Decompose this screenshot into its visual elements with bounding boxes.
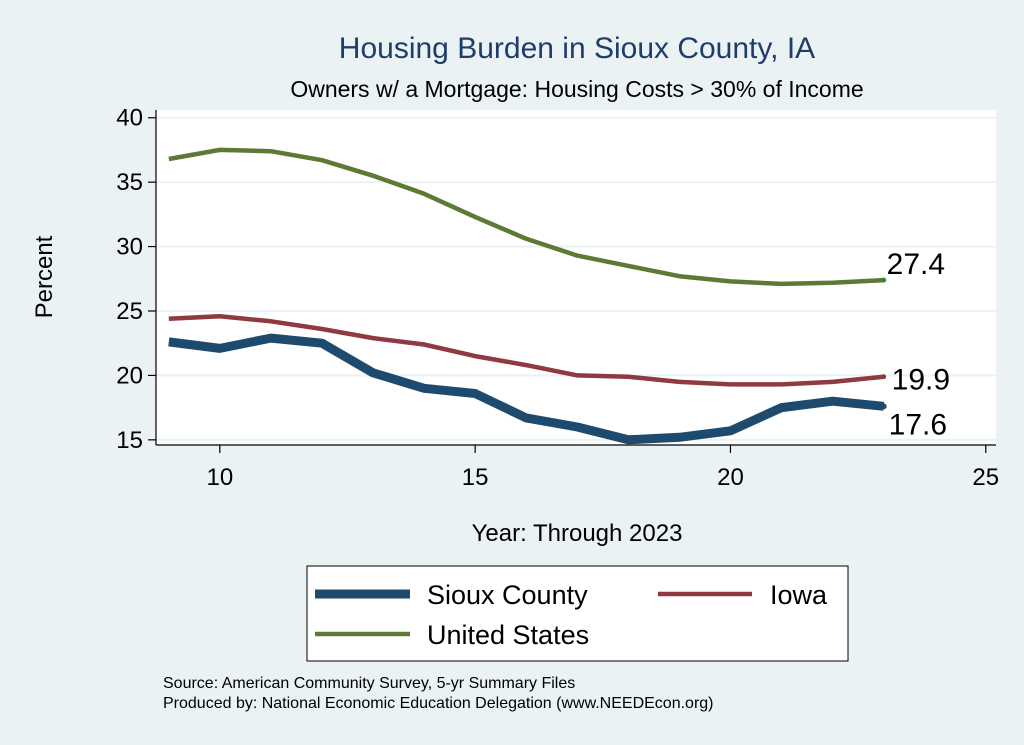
end-point-united-states [881, 277, 887, 283]
x-tick-label: 20 [717, 464, 744, 491]
y-tick-label: 25 [116, 298, 143, 325]
source-note: Source: American Community Survey, 5-yr … [163, 675, 575, 692]
grid-lines [156, 116, 996, 441]
chart-subtitle: Owners w/ a Mortgage: Housing Costs > 30… [290, 76, 863, 102]
y-axis-title: Percent [31, 235, 58, 318]
legend-label-iowa: Iowa [770, 580, 828, 610]
y-tick-label: 30 [116, 234, 143, 261]
end-label-sioux-county: 17.6 [889, 408, 947, 441]
end-label-iowa: 19.9 [892, 364, 950, 397]
chart-title: Housing Burden in Sioux County, IA [339, 32, 815, 65]
end-point-sioux-county [880, 403, 887, 410]
x-tick-label: 25 [972, 464, 999, 491]
y-tick-label: 20 [116, 362, 143, 389]
series-line-sioux-county [168, 333, 885, 445]
series-lines [168, 147, 887, 445]
legend-label-sioux-county: Sioux County [427, 580, 588, 610]
series-line-united-states [168, 147, 884, 287]
producer-note: Produced by: National Economic Education… [163, 695, 714, 712]
y-tick-label: 35 [116, 169, 143, 196]
series-line-iowa [168, 313, 884, 387]
legend: Sioux County Iowa United States [306, 565, 849, 662]
plot-area [156, 110, 996, 445]
y-tick-label: 15 [116, 427, 143, 454]
end-point-iowa [881, 374, 887, 380]
axes: 15 20 25 30 35 40 10 15 20 25 [116, 105, 999, 491]
end-labels: 17.6 19.9 27.4 [887, 248, 950, 441]
legend-label-united-states: United States [427, 620, 589, 650]
x-axis-title: Year: Through 2023 [472, 520, 683, 547]
x-tick-label: 15 [462, 464, 489, 491]
x-tick-label: 10 [206, 464, 233, 491]
legend-box [306, 565, 849, 662]
end-label-united-states: 27.4 [887, 248, 945, 281]
y-tick-label: 40 [116, 105, 143, 132]
